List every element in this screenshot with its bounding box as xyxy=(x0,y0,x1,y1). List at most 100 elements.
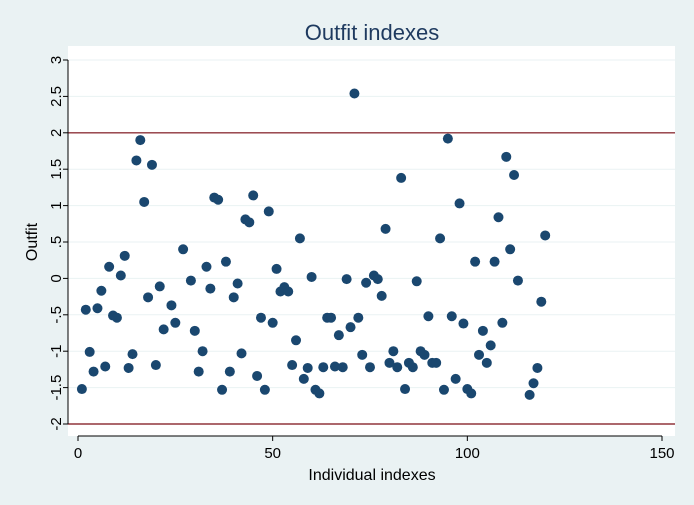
data-point xyxy=(205,283,216,294)
data-point xyxy=(283,286,294,297)
data-point xyxy=(158,324,169,335)
data-point xyxy=(197,346,208,357)
data-point xyxy=(474,349,485,360)
x-tick-label: 0 xyxy=(74,445,82,462)
data-point xyxy=(314,388,325,399)
data-point xyxy=(528,378,539,389)
y-tick-label: -.5 xyxy=(48,306,65,324)
chart-title: Outfit indexes xyxy=(305,20,440,45)
data-point xyxy=(178,244,189,255)
data-point xyxy=(232,278,243,289)
y-tick-label: 2 xyxy=(48,129,65,137)
y-tick-label: 3 xyxy=(48,56,65,64)
data-point xyxy=(271,263,282,274)
x-axis-label: Individual indexes xyxy=(308,467,435,484)
data-point xyxy=(423,311,434,322)
data-point xyxy=(298,373,309,384)
data-point xyxy=(329,361,340,372)
data-point xyxy=(294,233,305,244)
data-point xyxy=(224,366,235,377)
reference-lines xyxy=(68,132,675,425)
data-point xyxy=(76,384,87,395)
data-point xyxy=(450,373,461,384)
data-point xyxy=(150,360,161,371)
data-point xyxy=(84,346,95,357)
data-point xyxy=(189,325,200,336)
data-point xyxy=(505,244,516,255)
data-point xyxy=(248,190,259,201)
data-point xyxy=(111,312,122,323)
x-tick-label: 100 xyxy=(455,445,480,462)
data-point xyxy=(454,198,465,209)
data-point xyxy=(384,357,395,368)
data-point xyxy=(259,384,270,395)
data-point xyxy=(365,362,375,373)
data-point xyxy=(127,349,138,360)
data-point xyxy=(255,312,266,323)
data-point xyxy=(139,196,150,207)
data-point xyxy=(115,270,126,281)
data-point xyxy=(512,275,523,286)
y-axis-label: Outfit xyxy=(24,222,41,261)
data-point xyxy=(372,274,383,285)
data-point xyxy=(489,256,500,267)
data-point xyxy=(509,170,520,181)
data-point xyxy=(104,261,115,272)
data-point xyxy=(524,389,535,400)
data-point xyxy=(193,366,204,377)
data-point xyxy=(392,362,403,373)
data-point xyxy=(361,277,372,288)
data-point xyxy=(466,388,477,399)
data-point xyxy=(376,290,387,301)
data-point xyxy=(446,311,457,322)
data-point xyxy=(123,362,134,373)
data-point xyxy=(228,292,239,303)
data-point xyxy=(501,151,512,162)
data-point xyxy=(357,349,368,360)
data-point xyxy=(477,325,488,336)
data-point xyxy=(236,348,247,359)
y-tick-label: -1 xyxy=(48,345,65,358)
y-tick-label: -1.5 xyxy=(48,375,65,401)
data-point xyxy=(470,256,481,267)
data-point xyxy=(185,275,196,286)
data-point xyxy=(419,349,430,360)
data-point xyxy=(291,335,302,346)
data-point xyxy=(135,135,146,146)
data-point xyxy=(318,362,329,373)
data-point xyxy=(96,285,107,296)
data-point xyxy=(407,362,418,373)
data-point xyxy=(252,370,263,381)
data-point xyxy=(306,271,317,282)
data-points xyxy=(76,88,551,400)
data-point xyxy=(166,300,177,311)
data-point xyxy=(435,233,446,244)
data-point xyxy=(349,88,360,99)
data-point xyxy=(532,362,543,373)
data-point xyxy=(438,384,449,395)
plot-area xyxy=(68,46,675,436)
data-point xyxy=(345,322,356,333)
data-point xyxy=(92,303,103,314)
y-tick-label: -2 xyxy=(48,417,65,430)
data-point xyxy=(154,281,165,292)
y-tick-label: 2.5 xyxy=(48,86,65,107)
data-point xyxy=(119,250,130,261)
data-point xyxy=(131,155,142,166)
x-tick-label: 150 xyxy=(649,445,674,462)
data-point xyxy=(220,256,231,267)
data-point xyxy=(400,384,411,395)
data-point xyxy=(326,312,337,323)
y-tick-label: .5 xyxy=(48,236,65,249)
axes: -2 -1.5 -1 -.5 0 .5 1 1.5 2 2.5 3 0 50 100 150 xyxy=(48,56,675,462)
data-point xyxy=(341,274,352,285)
data-point xyxy=(396,172,407,183)
data-point xyxy=(80,304,91,315)
data-point xyxy=(442,133,453,144)
x-tick-label: 50 xyxy=(264,445,281,462)
data-point xyxy=(217,384,228,395)
data-point xyxy=(244,217,255,228)
data-point xyxy=(333,330,344,341)
data-point xyxy=(287,360,298,371)
